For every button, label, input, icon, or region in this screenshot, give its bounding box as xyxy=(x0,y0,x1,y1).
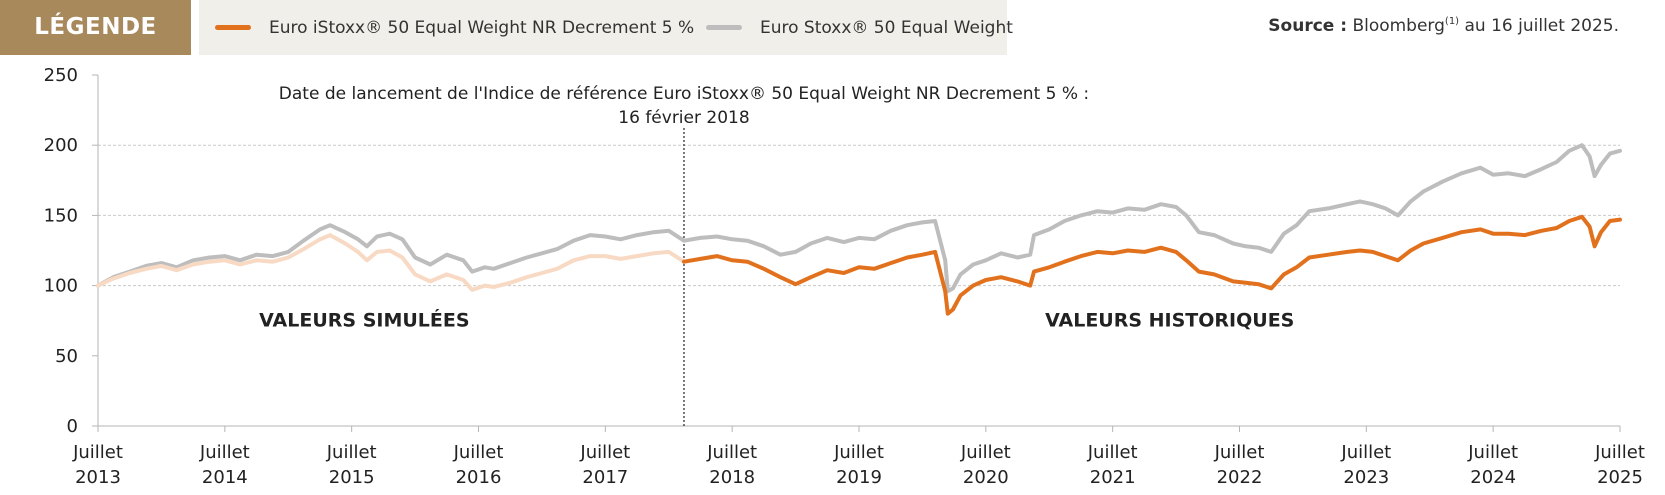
x-tick-label-month-2023: Juillet xyxy=(1340,442,1391,463)
series-line-istoxx-simulated xyxy=(96,233,686,292)
x-tick-label-month-2014: Juillet xyxy=(199,442,250,463)
source-suffix: au 16 juillet 2025. xyxy=(1459,16,1619,36)
x-tick-label-month-2022: Juillet xyxy=(1214,442,1265,463)
x-tick-label-year-2014: 2014 xyxy=(202,467,248,488)
x-tick-label-month-2018: Juillet xyxy=(706,442,757,463)
x-tick-label-year-2023: 2023 xyxy=(1343,467,1389,488)
legend-item-istoxx: Euro iStoxx® 50 Equal Weight NR Decremen… xyxy=(215,0,694,55)
legend-label-istoxx: Euro iStoxx® 50 Equal Weight NR Decremen… xyxy=(269,17,695,38)
source-label: Source : xyxy=(1268,16,1348,36)
x-tick-label-month-2025: Juillet xyxy=(1594,442,1645,463)
series-line-euro-stoxx-50-equal-weight xyxy=(96,143,1622,294)
legend-swatch-grey-icon xyxy=(706,25,742,30)
launch-annotation-line2: 16 février 2018 xyxy=(618,108,749,128)
x-tick-label-year-2025: 2025 xyxy=(1597,467,1643,488)
label-historical-values: VALEURS HISTORIQUES xyxy=(1045,310,1294,332)
x-tick-label-year-2021: 2021 xyxy=(1090,467,1136,488)
x-tick-label-year-2017: 2017 xyxy=(582,467,628,488)
source-footnote-marker: (1) xyxy=(1444,16,1460,27)
x-tick-label-year-2022: 2022 xyxy=(1217,467,1263,488)
y-tick-label-0: 0 xyxy=(67,416,78,437)
y-tick-label-150: 150 xyxy=(44,205,78,226)
y-tick-label-100: 100 xyxy=(44,276,78,297)
x-tick-label-year-2016: 2016 xyxy=(456,467,502,488)
x-tick-label-month-2017: Juillet xyxy=(579,442,630,463)
y-tick-label-250: 250 xyxy=(44,65,78,86)
series-line-istoxx-historical xyxy=(682,214,1622,316)
x-tick-label-year-2013: 2013 xyxy=(75,467,121,488)
legend-label-stoxx: Euro Stoxx® 50 Equal Weight xyxy=(760,17,1013,38)
legend-swatch-orange-icon xyxy=(215,25,251,30)
y-tick-label-50: 50 xyxy=(55,346,78,367)
launch-annotation-line1: Date de lancement de l'Indice de référen… xyxy=(279,84,1089,104)
x-tick-label-year-2015: 2015 xyxy=(329,467,375,488)
label-simulated-values: VALEURS SIMULÉES xyxy=(259,309,469,332)
source-note: Source : Bloomberg(1) au 16 juillet 2025… xyxy=(1268,16,1619,36)
x-tick-label-month-2013: Juillet xyxy=(72,442,123,463)
x-tick-label-month-2016: Juillet xyxy=(453,442,504,463)
x-tick-label-year-2020: 2020 xyxy=(963,467,1009,488)
legend-title: LÉGENDE xyxy=(0,0,191,55)
x-tick-label-year-2019: 2019 xyxy=(836,467,882,488)
legend-box: Euro iStoxx® 50 Equal Weight NR Decremen… xyxy=(199,0,1013,55)
legend-item-stoxx: Euro Stoxx® 50 Equal Weight xyxy=(706,0,1013,55)
x-tick-label-year-2024: 2024 xyxy=(1470,467,1516,488)
y-tick-label-200: 200 xyxy=(44,135,78,156)
x-tick-label-month-2024: Juillet xyxy=(1467,442,1518,463)
x-tick-label-month-2020: Juillet xyxy=(960,442,1011,463)
x-tick-label-year-2018: 2018 xyxy=(709,467,755,488)
x-tick-label-month-2021: Juillet xyxy=(1087,442,1138,463)
x-tick-label-month-2019: Juillet xyxy=(833,442,884,463)
x-tick-label-month-2015: Juillet xyxy=(326,442,377,463)
source-text: Bloomberg xyxy=(1352,16,1445,36)
